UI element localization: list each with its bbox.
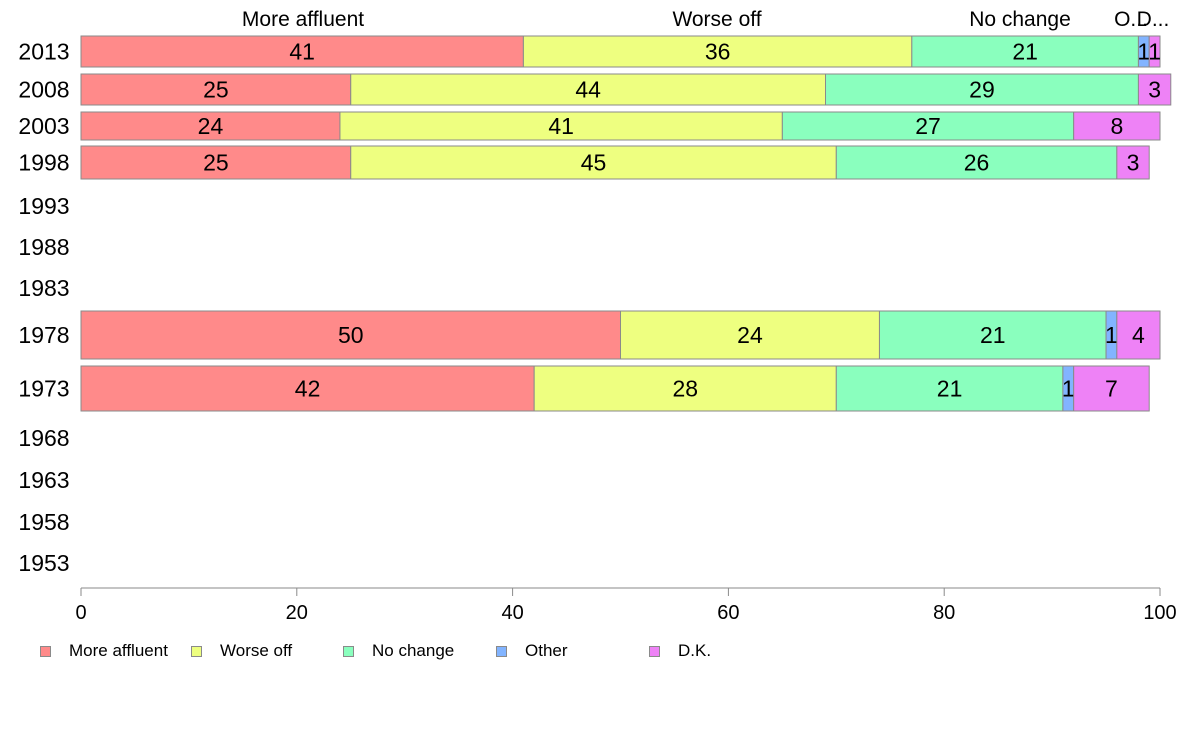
bar-value-label: 24 bbox=[198, 113, 224, 139]
bar-value-label: 41 bbox=[289, 39, 315, 65]
bar-segment bbox=[1073, 111, 1161, 141]
bar-segment bbox=[1148, 35, 1161, 68]
bar-value-label: 29 bbox=[969, 77, 995, 103]
y-tick-label: 1998 bbox=[18, 150, 69, 176]
bar-segment bbox=[1116, 145, 1150, 180]
y-tick-label: 1993 bbox=[18, 193, 69, 219]
legend-item: More affluent bbox=[40, 641, 168, 661]
bar-value-label: 42 bbox=[295, 376, 321, 402]
legend-item: Other bbox=[496, 641, 568, 661]
bar-value-label: 8 bbox=[1110, 113, 1123, 139]
x-tick-label: 20 bbox=[286, 602, 308, 624]
bar-segment bbox=[80, 310, 621, 360]
bar-value-label: 1 bbox=[1062, 376, 1075, 402]
legend-label: More affluent bbox=[69, 641, 168, 660]
bar-value-label: 3 bbox=[1127, 150, 1140, 176]
top-series-label: No change bbox=[969, 8, 1071, 31]
legend-label: Other bbox=[525, 641, 568, 660]
legend-swatch bbox=[649, 645, 660, 657]
top-series-label: D... bbox=[1137, 8, 1170, 31]
bar-segment bbox=[1073, 365, 1150, 412]
bar-segment bbox=[620, 310, 880, 360]
bar-value-label: 44 bbox=[575, 77, 601, 103]
bar-value-label: 1 bbox=[1105, 322, 1118, 348]
bar-value-label: 28 bbox=[672, 376, 698, 402]
bar-value-label: 26 bbox=[964, 150, 990, 176]
bar-value-label: 25 bbox=[203, 150, 229, 176]
x-tick-label: 60 bbox=[717, 602, 739, 624]
bar-segment bbox=[80, 365, 535, 412]
legend-label: Worse off bbox=[220, 641, 293, 660]
bar-value-label: 45 bbox=[581, 150, 607, 176]
bar-value-label: 3 bbox=[1148, 77, 1161, 103]
bar-segment bbox=[80, 145, 352, 180]
y-tick-label: 1963 bbox=[18, 467, 69, 493]
top-series-label: Worse off bbox=[672, 8, 761, 31]
y-tick-label: 1958 bbox=[18, 509, 69, 535]
bar-segment bbox=[522, 35, 913, 68]
legend-item: No change bbox=[343, 641, 454, 661]
bar-value-label: 1 bbox=[1137, 39, 1150, 65]
bar-value-label: 25 bbox=[203, 77, 229, 103]
bar-value-label: 27 bbox=[915, 113, 941, 139]
bar-segment bbox=[350, 145, 837, 180]
bar-segment bbox=[80, 111, 341, 141]
bar-value-label: 50 bbox=[338, 322, 364, 348]
bar-value-label: 24 bbox=[737, 322, 763, 348]
y-tick-label: 2013 bbox=[18, 39, 69, 65]
bar-segment bbox=[835, 365, 1064, 412]
y-tick-label: 1953 bbox=[18, 550, 69, 576]
bar-value-label: 4 bbox=[1132, 322, 1145, 348]
legend-swatch bbox=[40, 645, 51, 657]
legend-swatch bbox=[343, 645, 354, 657]
legend-swatch bbox=[496, 645, 507, 657]
bar-segment bbox=[781, 111, 1075, 141]
bar-segment bbox=[878, 310, 1107, 360]
top-series-label: O... bbox=[1114, 8, 1148, 31]
bar-segment bbox=[1137, 73, 1172, 106]
legend-item: D.K. bbox=[649, 641, 711, 661]
bar-value-label: 21 bbox=[937, 376, 963, 402]
bar-segment bbox=[533, 365, 837, 412]
y-tick-label: 1978 bbox=[18, 322, 69, 348]
bar-segment bbox=[835, 145, 1118, 180]
bar-value-label: 7 bbox=[1105, 376, 1118, 402]
legend-label: D.K. bbox=[678, 641, 712, 660]
y-tick-label: 2003 bbox=[18, 113, 69, 139]
bar-segment bbox=[825, 73, 1139, 106]
bar-segment bbox=[1116, 310, 1161, 360]
y-tick-label: 1983 bbox=[18, 275, 69, 301]
y-tick-label: 1973 bbox=[18, 376, 69, 402]
y-tick-label: 2008 bbox=[18, 77, 69, 103]
bar-segment bbox=[350, 73, 827, 106]
bar-value-label: 1 bbox=[1148, 39, 1161, 65]
x-tick-label: 0 bbox=[75, 602, 86, 624]
bar-value-label: 36 bbox=[705, 39, 731, 65]
y-tick-label: 1968 bbox=[18, 425, 69, 451]
x-tick-label: 100 bbox=[1143, 602, 1176, 624]
legend-swatch bbox=[191, 645, 202, 657]
legend-label: No change bbox=[372, 641, 455, 660]
legend-item: Worse off bbox=[191, 641, 292, 661]
bar-value-label: 21 bbox=[980, 322, 1006, 348]
y-tick-label: 1988 bbox=[18, 234, 69, 260]
top-series-label: More affluent bbox=[242, 8, 364, 31]
bar-value-label: 21 bbox=[1012, 39, 1038, 65]
bar-value-label: 41 bbox=[548, 113, 574, 139]
x-tick-label: 40 bbox=[501, 602, 523, 624]
x-tick-label: 80 bbox=[933, 602, 955, 624]
